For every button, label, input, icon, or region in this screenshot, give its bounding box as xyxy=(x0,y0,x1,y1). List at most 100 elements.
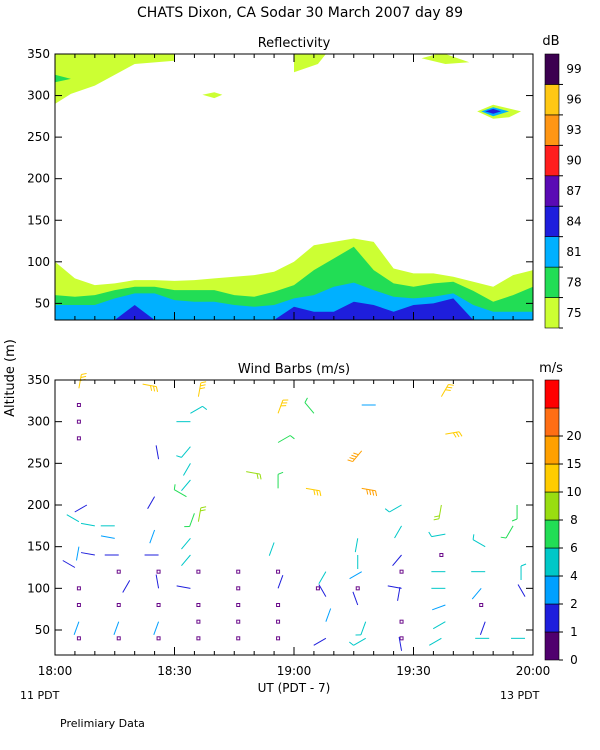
wind-barb-staff xyxy=(73,621,80,635)
wind-barb-staff xyxy=(181,479,191,492)
reflectivity-colorbar-tick-label: 75 xyxy=(566,306,581,320)
reflectivity-colorbar-tick-label: 99 xyxy=(566,62,581,76)
wind-barb-staff xyxy=(517,584,526,597)
wind-barb-calm xyxy=(116,636,121,641)
wind-barb-feather xyxy=(200,381,207,384)
wind-title: Wind Barbs (m/s) xyxy=(238,362,350,377)
reflectivity-patch xyxy=(294,54,326,73)
wind-colorbar-segment xyxy=(544,547,560,577)
reflectivity-colorbar-segment xyxy=(544,205,560,237)
wind-barb-staff xyxy=(398,636,403,651)
wind-barb-feather xyxy=(349,641,354,646)
reflectivity-colorbar-segment xyxy=(544,236,560,268)
wind-barb-staff xyxy=(277,400,284,414)
wind-barb-staff xyxy=(181,554,191,567)
wind-barb-calm xyxy=(76,603,81,607)
wind-barb-calm xyxy=(399,569,404,574)
reflectivity-colorbar-tick-label: 93 xyxy=(566,123,581,137)
wind-barb-staff xyxy=(360,621,367,635)
wind-barb-calm xyxy=(276,569,281,574)
wind-x-tick-label: 19:00 xyxy=(277,664,312,678)
wind-panel: Wind Barbs (m/s) 5010015020025030035018:… xyxy=(27,361,582,678)
wind-barb-staff xyxy=(183,463,191,476)
wind-barb-staff xyxy=(147,496,156,510)
wind-barb-staff xyxy=(432,621,446,630)
wind-barb-staff xyxy=(325,608,332,622)
wind-barb-calm xyxy=(236,619,241,624)
wind-barb-feather xyxy=(152,385,156,392)
reflectivity-colorbar: 75 78 81 84 87 90 93 96 99 xyxy=(544,53,582,329)
wind-barb-staff xyxy=(80,552,95,556)
reflectivity-y-tick-label: 200 xyxy=(27,172,50,186)
wind-barb-staff xyxy=(155,445,160,460)
wind-barb-calm xyxy=(276,603,281,607)
wind-barb-staff xyxy=(389,504,402,513)
wind-barb-staff xyxy=(153,621,160,635)
wind-colorbar-label: m/s xyxy=(539,361,563,376)
wind-barb-staff xyxy=(318,571,327,585)
wind-barb-calm xyxy=(236,569,241,574)
wind-barb-staff xyxy=(472,539,486,548)
wind-barb-feather xyxy=(458,431,463,437)
wind-barb-feather xyxy=(428,531,433,537)
wind-x-tick-label: 19:30 xyxy=(396,664,431,678)
wind-colorbar: 0 1 2 4 6 8 10 15 20 xyxy=(544,379,582,667)
wind-barb-staff xyxy=(122,580,131,593)
footer-right-label: 13 PDT xyxy=(500,689,540,702)
wind-barb-staff xyxy=(66,514,80,523)
wind-barb-calm xyxy=(399,619,404,624)
wind-barb-staff xyxy=(352,591,359,606)
wind-barb-staff xyxy=(429,637,442,646)
wind-barb-feather xyxy=(200,384,206,387)
wind-barb-staff xyxy=(246,471,261,475)
wind-barb-calm xyxy=(76,586,81,591)
wind-y-tick-label: 100 xyxy=(27,581,50,595)
wind-barb-staff xyxy=(352,450,363,462)
wind-barb-staff xyxy=(189,513,195,527)
wind-colorbar-tick-label: 2 xyxy=(570,597,578,611)
wind-barb-staff xyxy=(181,538,191,550)
wind-barb-staff xyxy=(361,487,376,492)
footer-left-label: 11 PDT xyxy=(20,689,60,702)
wind-barb-calm xyxy=(76,636,81,641)
wind-barb-feather xyxy=(520,563,527,567)
wind-barb-staff xyxy=(353,637,366,646)
wind-barb-calm xyxy=(196,603,201,607)
wind-barb-feather xyxy=(353,452,359,456)
wind-y-tick-label: 250 xyxy=(27,456,50,470)
reflectivity-y-tick-label: 100 xyxy=(27,255,50,269)
wind-y-tick-label: 350 xyxy=(27,373,50,387)
wind-barb-staff xyxy=(471,588,482,600)
wind-barb-staff xyxy=(176,585,191,589)
reflectivity-colorbar-tick-label: 84 xyxy=(566,214,581,228)
wind-barb-feather xyxy=(176,455,182,458)
wind-barb-staff xyxy=(149,529,156,544)
wind-plot-frame xyxy=(54,379,534,656)
wind-barb-calm xyxy=(236,636,241,641)
wind-y-tick-label: 150 xyxy=(27,540,50,554)
figure-title: CHATS Dixon, CA Sodar 30 March 2007 day … xyxy=(137,5,463,21)
wind-barb-staff xyxy=(387,585,402,589)
wind-barb-calm xyxy=(236,586,241,591)
preliminary-note: Prelimiary Data xyxy=(60,717,145,730)
wind-barb-staff xyxy=(174,489,187,498)
reflectivity-colorbar-label: dB xyxy=(542,34,559,49)
wind-barb-staff xyxy=(318,584,327,597)
wind-barb-staff xyxy=(505,525,514,539)
reflectivity-colorbar-segment xyxy=(544,266,560,298)
wind-barb-calm xyxy=(76,403,81,407)
wind-barb-calm xyxy=(236,603,241,607)
wind-barb-staff xyxy=(304,402,315,414)
wind-barb-feather xyxy=(369,489,372,496)
wind-barb-staff xyxy=(438,504,442,519)
wind-barb-staff xyxy=(277,435,291,443)
wind-colorbar-segment xyxy=(544,435,560,465)
wind-barb-staff xyxy=(100,535,115,539)
wind-barb-staff xyxy=(394,525,402,539)
wind-barb-feather xyxy=(384,508,390,513)
wind-barb-staff xyxy=(392,554,402,567)
reflectivity-colorbar-tick-label: 90 xyxy=(566,154,581,168)
wind-barb-feather xyxy=(289,435,295,440)
wind-barb-feather xyxy=(351,454,357,458)
